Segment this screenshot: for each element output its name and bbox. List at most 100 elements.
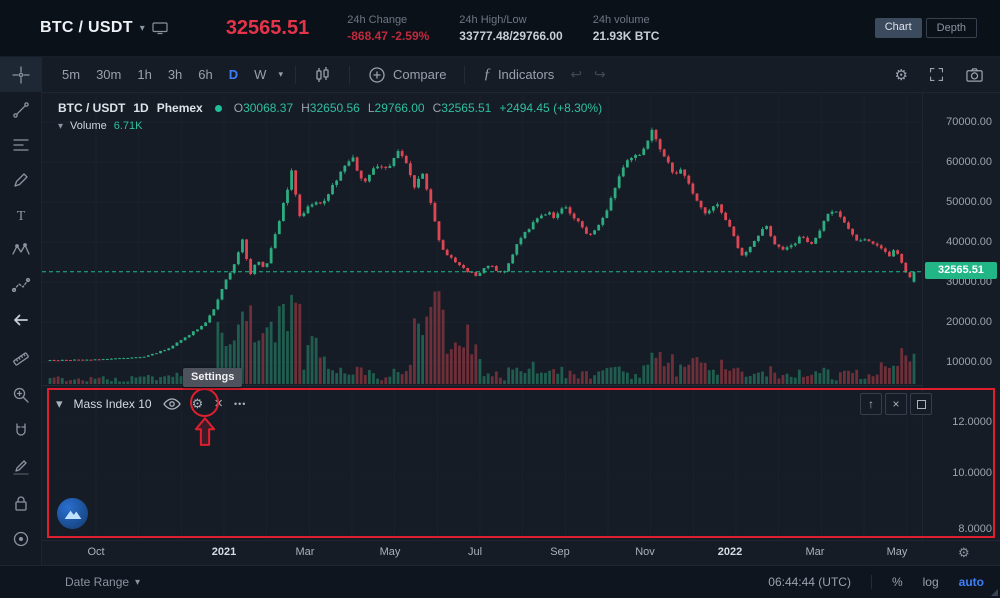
stat-value: 21.93K BTC xyxy=(592,28,660,43)
indicator-more-icon[interactable]: ••• xyxy=(234,398,247,409)
move-pane-up-button[interactable]: ↑ xyxy=(860,393,882,415)
price-tick: 50000.00 xyxy=(946,196,992,208)
stay-in-drawing-mode-tool[interactable] xyxy=(0,449,42,485)
indicator-caret-icon[interactable]: ▾ xyxy=(56,395,63,411)
chart-settings-gear-icon[interactable]: ⚙ xyxy=(894,66,908,84)
chart-toolbar: 5m 30m 1h 3h 6h D W ▾ Compare ƒ Indicators ↩ ↪… xyxy=(42,57,1000,93)
main-chart-pane[interactable]: BTC / USDT 1D Phemex O30068.37 H32650.56 L… xyxy=(42,93,922,385)
symbol-caret-icon[interactable]: ▾ xyxy=(139,22,145,34)
header-stats: 24h Change -868.47 -2.59% 24h High/Low 3377… xyxy=(347,14,659,43)
crosshair-tool[interactable] xyxy=(0,57,42,92)
date-range-caret-icon: ▾ xyxy=(135,576,141,588)
candlestick-chart[interactable] xyxy=(42,93,922,385)
ohlc-o: O30068.37 xyxy=(233,101,294,115)
price-tick: 10000.00 xyxy=(946,356,992,368)
series-status-dot xyxy=(214,104,222,112)
text-tool[interactable]: T xyxy=(0,197,42,232)
xabcd-pattern-tool[interactable] xyxy=(0,232,42,267)
timeframe-30m[interactable]: 30m xyxy=(96,67,122,82)
candle-style-icon[interactable] xyxy=(304,66,341,84)
price-tick: 20000.00 xyxy=(946,316,992,328)
close-pane-button[interactable]: × xyxy=(885,393,907,415)
timeframe-3h[interactable]: 3h xyxy=(167,67,183,82)
indicator-axis[interactable]: 12.0000 10.0000 8.0000 xyxy=(922,385,1000,540)
timeframe-1h[interactable]: 1h xyxy=(137,67,152,82)
clock-time[interactable]: 06:44:44 (UTC) xyxy=(768,575,851,589)
timeframe-list: 5m 30m 1h 3h 6h D W xyxy=(54,63,274,86)
time-axis-settings-icon[interactable]: ⚙ xyxy=(958,545,970,560)
brush-tool[interactable] xyxy=(0,162,42,197)
forecast-tool[interactable] xyxy=(0,267,42,302)
trendline-tool[interactable] xyxy=(0,92,42,127)
indicator-eye-icon[interactable] xyxy=(162,397,181,411)
ohlc-c: C32565.51 xyxy=(432,101,492,115)
date-range-button[interactable]: Date Range ▾ xyxy=(65,575,141,589)
stat-value: 33777.48/29766.00 xyxy=(459,28,563,43)
phemex-logo-watermark[interactable] xyxy=(57,498,88,529)
function-icon: ƒ xyxy=(483,66,491,82)
stat-24h-change: 24h Change -868.47 -2.59% xyxy=(347,14,429,43)
fib-retracement-tool[interactable] xyxy=(0,127,42,162)
last-price: 32565.51 xyxy=(225,16,310,39)
maximize-pane-button[interactable] xyxy=(910,393,932,415)
symbol-selector[interactable]: BTC / USDT ▾ xyxy=(0,19,168,37)
indicator-tick: 12.0000 xyxy=(952,416,992,428)
auto-scale-button[interactable]: auto xyxy=(958,575,984,589)
volume-label: Volume xyxy=(70,120,107,132)
ohlc-h: H32650.56 xyxy=(301,101,360,115)
chart-legend: BTC / USDT 1D Phemex O30068.37 H32650.56 L… xyxy=(58,101,602,115)
last-price-badge: 32565.51 xyxy=(925,262,997,279)
legend-symbol[interactable]: BTC / USDT xyxy=(58,101,126,115)
fullscreen-icon[interactable] xyxy=(928,66,945,83)
indicator-plot-area[interactable] xyxy=(42,386,922,541)
measure-tool[interactable] xyxy=(0,341,42,377)
timeframe-5m[interactable]: 5m xyxy=(62,67,81,82)
indicator-header: ▾ Mass Index 10 ⚙ × ••• xyxy=(56,395,246,412)
collapse-toolbar-arrow-icon[interactable] xyxy=(0,302,42,337)
indicator-name[interactable]: Mass Index 10 xyxy=(73,396,152,411)
stat-24h-high-low: 24h High/Low 33777.48/29766.00 xyxy=(459,14,562,43)
time-tick: 2021 xyxy=(211,546,237,558)
price-axis[interactable]: 32565.51 70000.00 60000.00 50000.00 40000.0… xyxy=(922,93,1000,385)
timeframe-D[interactable]: D xyxy=(228,67,239,82)
time-axis[interactable]: ⚙ Oct 2021 Mar May Jul Sep Nov 2022 Mar May xyxy=(42,540,1000,565)
timeframe-6h[interactable]: 6h xyxy=(198,67,213,82)
log-scale-button[interactable]: log xyxy=(922,575,939,589)
lock-drawings-tool[interactable] xyxy=(0,485,42,521)
depth-view-button[interactable]: Depth xyxy=(925,18,977,38)
compare-button[interactable]: Compare xyxy=(358,66,456,84)
time-tick: Oct xyxy=(87,546,105,558)
undo-icon[interactable]: ↩ xyxy=(570,66,583,82)
stat-24h-volume: 24h volume 21.93K BTC xyxy=(593,14,660,43)
percent-scale-button[interactable]: % xyxy=(891,575,903,589)
indicator-tick: 10.0000 xyxy=(952,467,992,479)
indicator-pane[interactable]: ▾ Mass Index 10 ⚙ × ••• ↑ × xyxy=(42,385,932,541)
resize-handle[interactable] xyxy=(991,589,998,596)
indicator-settings-gear-icon[interactable]: ⚙ xyxy=(191,396,204,411)
time-tick: May xyxy=(379,546,401,558)
top-bar: BTC / USDT ▾ 32565.51 24h Change -868.47 … xyxy=(0,0,1000,57)
chart-view-button[interactable]: Chart xyxy=(874,18,922,38)
bottom-bar: Date Range ▾ 06:44:44 (UTC) % log auto xyxy=(0,565,1000,598)
magnet-tool[interactable] xyxy=(0,413,42,449)
time-tick: Jul xyxy=(467,546,483,558)
stat-label: 24h High/Low xyxy=(459,13,527,26)
drawing-toolbar: T xyxy=(0,57,42,598)
indicator-close-icon[interactable]: × xyxy=(214,395,223,412)
zoom-in-tool[interactable] xyxy=(0,377,42,413)
ohlc-l: L29766.00 xyxy=(367,101,425,115)
redo-icon[interactable]: ↪ xyxy=(594,66,606,82)
indicators-button[interactable]: ƒ Indicators xyxy=(483,66,555,82)
timeframe-caret-icon[interactable]: ▾ xyxy=(278,69,283,79)
volume-value: 6.71K xyxy=(113,120,143,132)
legend-change: +2494.45 (+8.30%) xyxy=(499,101,603,115)
volume-caret-icon[interactable]: ▾ xyxy=(58,120,64,132)
screenshot-camera-icon[interactable] xyxy=(965,66,984,83)
legend-interval[interactable]: 1D xyxy=(133,101,149,115)
monitor-icon[interactable] xyxy=(152,21,168,35)
price-tick: 70000.00 xyxy=(946,116,992,128)
volume-legend: ▾ Volume 6.71K xyxy=(58,120,142,132)
hide-drawings-tool[interactable] xyxy=(0,521,42,557)
timeframe-W[interactable]: W xyxy=(254,67,267,82)
price-tick: 30000.00 xyxy=(946,276,992,288)
